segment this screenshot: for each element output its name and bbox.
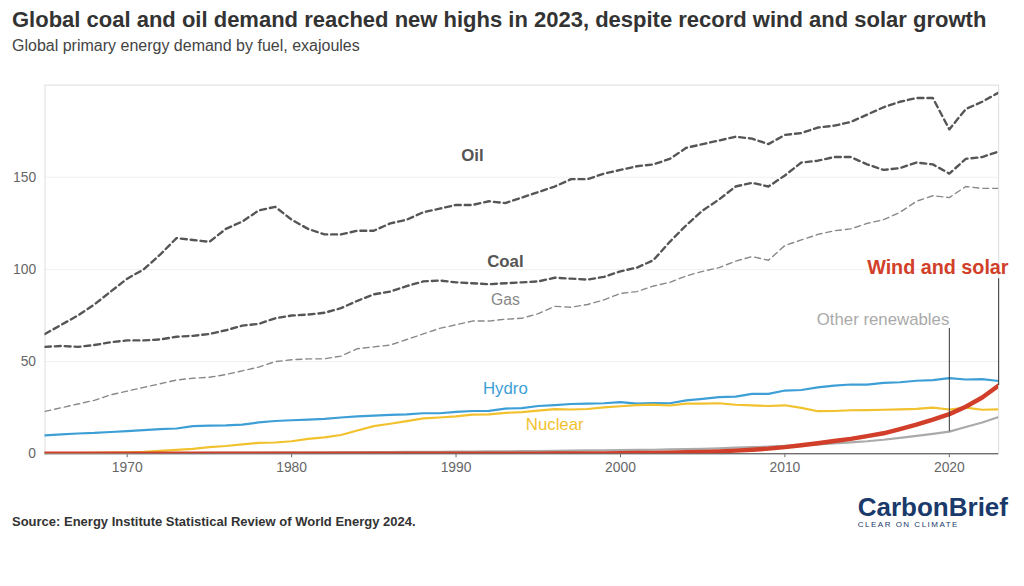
svg-text:Nuclear: Nuclear (526, 415, 584, 434)
svg-text:1990: 1990 (441, 459, 472, 475)
svg-text:2000: 2000 (605, 459, 636, 475)
svg-text:Hydro: Hydro (483, 379, 528, 398)
svg-text:2010: 2010 (770, 459, 801, 475)
svg-text:2020: 2020 (934, 459, 965, 475)
svg-text:150: 150 (13, 169, 36, 185)
html-text:CarbonBrief: CarbonBrief (857, 491, 1008, 522)
html-text:Global primary energy demand b: Global primary energy demand by fuel, ex… (12, 37, 360, 54)
svg-text:Coal: Coal (487, 252, 523, 271)
svg-text:0: 0 (28, 445, 36, 461)
svg-text:50: 50 (21, 353, 37, 369)
svg-text:Wind and solar: Wind and solar (867, 256, 1009, 278)
html-text:CLEAR ON CLIMATE: CLEAR ON CLIMATE (857, 519, 959, 529)
svg-text:Other renewables: Other renewables (817, 310, 950, 329)
html-text:Source: Energy Institute Stati: Source: Energy Institute Statistical Rev… (12, 513, 416, 529)
svg-text:100: 100 (13, 261, 36, 277)
svg-text:Oil: Oil (461, 146, 483, 165)
svg-text:1980: 1980 (276, 459, 307, 475)
svg-text:Gas: Gas (491, 291, 520, 308)
html-text:Global coal and oil demand rea: Global coal and oil demand reached new h… (12, 7, 987, 32)
svg-text:1970: 1970 (112, 459, 143, 475)
